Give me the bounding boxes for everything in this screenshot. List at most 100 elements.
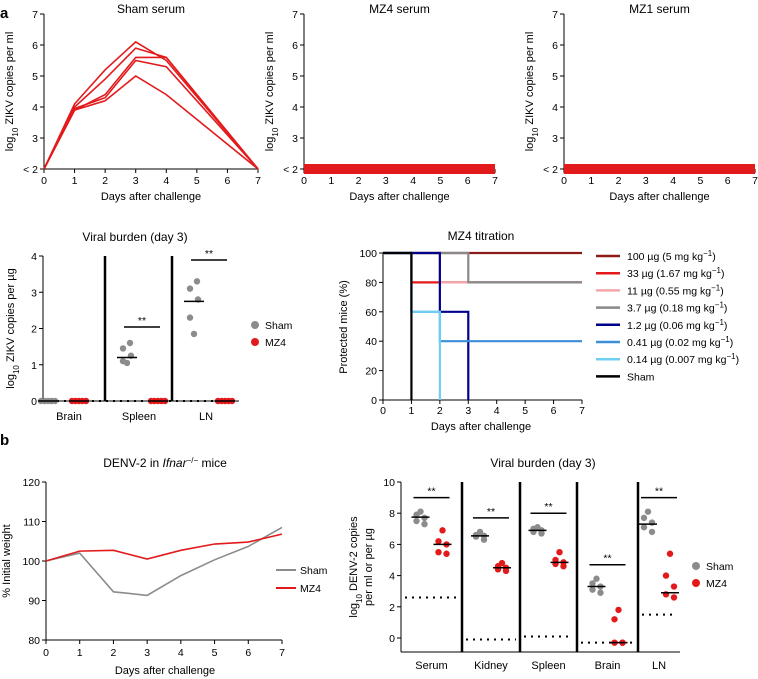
zikv-burden-y-tick-label: 2 <box>31 324 37 336</box>
zikv-burden-y-label: log10 ZIKV copies per µg <box>5 268 21 388</box>
denv-burden-point-sham <box>413 517 420 525</box>
denv-burden-point-sham <box>480 536 488 543</box>
mz1-x-tick-label: 3 <box>643 175 649 187</box>
denv-burden-point-sham <box>421 514 428 522</box>
mz4-x-tick-label: 7 <box>492 175 498 187</box>
titration-x-tick-label: 2 <box>437 405 443 417</box>
titration-y-tick-label: 40 <box>365 336 377 348</box>
sham-x-tick-label: 2 <box>102 175 108 187</box>
mz1-x-tick-label: 6 <box>725 175 731 187</box>
denv-burden-y-tick-label: 4 <box>389 571 395 583</box>
titration-x-label: Days after challenge <box>431 421 531 433</box>
sham-x-tick-label: 5 <box>194 175 200 187</box>
titration-curve-8 <box>383 251 413 400</box>
zikv-burden-significance-label: ** <box>138 315 146 327</box>
weight-y-tick-label: 100 <box>22 556 40 568</box>
zikv-burden-y-tick-label: 3 <box>31 287 37 299</box>
mz4-y-tick-label: 6 <box>292 40 298 52</box>
denv-burden-point-mz4 <box>443 550 450 557</box>
weight-line-sham <box>45 526 283 597</box>
mz1-y-tick-label: < 2 <box>543 164 558 176</box>
titration-curve-6 <box>383 251 582 343</box>
denv-burden-legend-marker-sham <box>692 562 700 570</box>
mz1-y-tick-label: 5 <box>552 71 558 83</box>
denv-burden-point-mz4 <box>502 567 510 575</box>
denv-burden-y-tick-label: 0 <box>389 633 395 645</box>
zikv-burden-significance-label: ** <box>205 248 213 260</box>
denv-burden-point-mz4 <box>439 527 446 534</box>
denv-burden-point-mz4 <box>611 616 618 623</box>
mz4-y-tick-label: 5 <box>292 71 298 83</box>
mz4-x-tick-label: 2 <box>356 175 362 187</box>
denv-burden-legend-label-mz4: MZ4 <box>706 578 727 590</box>
denv-burden-title: Viral burden (day 3) <box>490 456 595 470</box>
mz1-x-tick-label: 7 <box>752 175 758 187</box>
weight-x-tick-label: 6 <box>245 647 251 659</box>
titration-y-tick-label: 20 <box>365 366 377 378</box>
weight-y-label: % Initial weight <box>1 524 13 597</box>
mz4-title: MZ4 serum <box>369 2 430 16</box>
mz1-y-tick-label: 7 <box>552 9 558 21</box>
sham-x-tick-label: 4 <box>163 175 169 187</box>
panel-label-a: a <box>0 5 9 22</box>
sham-mouse-line-1 <box>43 40 259 170</box>
mz1-title: MZ1 serum <box>629 2 690 16</box>
weight-x-tick-label: 5 <box>212 647 218 659</box>
zikv-burden-point-sham <box>190 330 198 338</box>
denv-burden-point-mz4 <box>670 583 678 590</box>
denv-burden-significance-label: ** <box>487 506 495 518</box>
titration-y-label: Protected mice (%) <box>338 280 350 374</box>
mz4-y-label: log10 ZIKV copies per ml <box>264 32 280 152</box>
zikv-burden-legend-label-mz4: MZ4 <box>265 337 286 349</box>
denv-burden-y-tick-label: 2 <box>389 602 395 614</box>
titration-legend-label-1: 100 µg (5 mg kg−1) <box>627 249 716 264</box>
denv-burden-significance-label: ** <box>655 486 663 498</box>
mz1-x-label: Days after challenge <box>609 191 709 203</box>
titration-x-tick-label: 4 <box>494 405 500 417</box>
titration-curve-3 <box>383 251 582 284</box>
mz1-undetected-band <box>564 164 755 174</box>
denv-burden-point-mz4 <box>615 606 622 614</box>
denv-burden-legend-marker-mz4 <box>692 579 700 587</box>
sham-x-tick-label: 0 <box>41 175 47 187</box>
mz1-y-tick-label: 3 <box>552 133 558 145</box>
mz1-x-tick-label: 1 <box>588 175 594 187</box>
sham-y-label: log10 ZIKV copies per ml <box>4 32 20 152</box>
zikv-burden-category-brain: Brain <box>56 411 82 423</box>
zikv-burden-point-sham <box>186 314 194 321</box>
denv-burden-category-brain: Brain <box>595 660 621 672</box>
denv-burden-point-sham <box>589 586 596 593</box>
sham-x-tick-label: 6 <box>225 175 231 187</box>
zikv-burden-point-sham <box>193 278 201 285</box>
sham-y-tick-label: 6 <box>32 40 38 52</box>
mz4-y-tick-label: 4 <box>292 102 298 114</box>
denv-burden-point-sham <box>597 589 604 596</box>
denv-burden-significance-label: ** <box>427 486 435 498</box>
titration-x-tick-label: 1 <box>409 405 415 417</box>
denv-burden-category-spleen: Spleen <box>531 660 565 672</box>
denv-burden-point-mz4 <box>670 594 678 601</box>
sham-y-tick-label: < 2 <box>23 164 38 176</box>
weight-y-tick-label: 110 <box>23 517 40 529</box>
sham-mouse-line-3 <box>43 56 259 170</box>
denv-burden-point-sham <box>472 533 480 540</box>
titration-legend-label-3: 11 µg (0.55 mg kg−1) <box>627 283 724 298</box>
titration-legend-label-5: 1.2 µg (0.06 mg kg−1) <box>627 317 727 332</box>
mz4-undetected-band <box>304 164 495 174</box>
denv-burden-y-tick-label: 6 <box>389 539 395 551</box>
sham-mouse-line-4 <box>43 59 259 170</box>
denv-burden-point-sham <box>644 508 652 515</box>
zikv-burden-title: Viral burden (day 3) <box>82 230 187 244</box>
mz4-y-tick-label: < 2 <box>283 164 298 176</box>
weight-x-tick-label: 0 <box>43 647 49 659</box>
titration-title: MZ4 titration <box>448 229 515 243</box>
zikv-burden-legend-marker-sham <box>251 321 259 329</box>
weight-x-tick-label: 7 <box>279 647 285 659</box>
mz4-y-tick-label: 3 <box>292 133 298 145</box>
denv-burden-point-sham <box>640 514 648 522</box>
denv-burden-point-mz4 <box>435 549 442 556</box>
denv-burden-category-serum: Serum <box>415 660 447 672</box>
panel-label-b: b <box>0 432 9 449</box>
denv-burden-y-tick-label: 10 <box>383 477 395 489</box>
